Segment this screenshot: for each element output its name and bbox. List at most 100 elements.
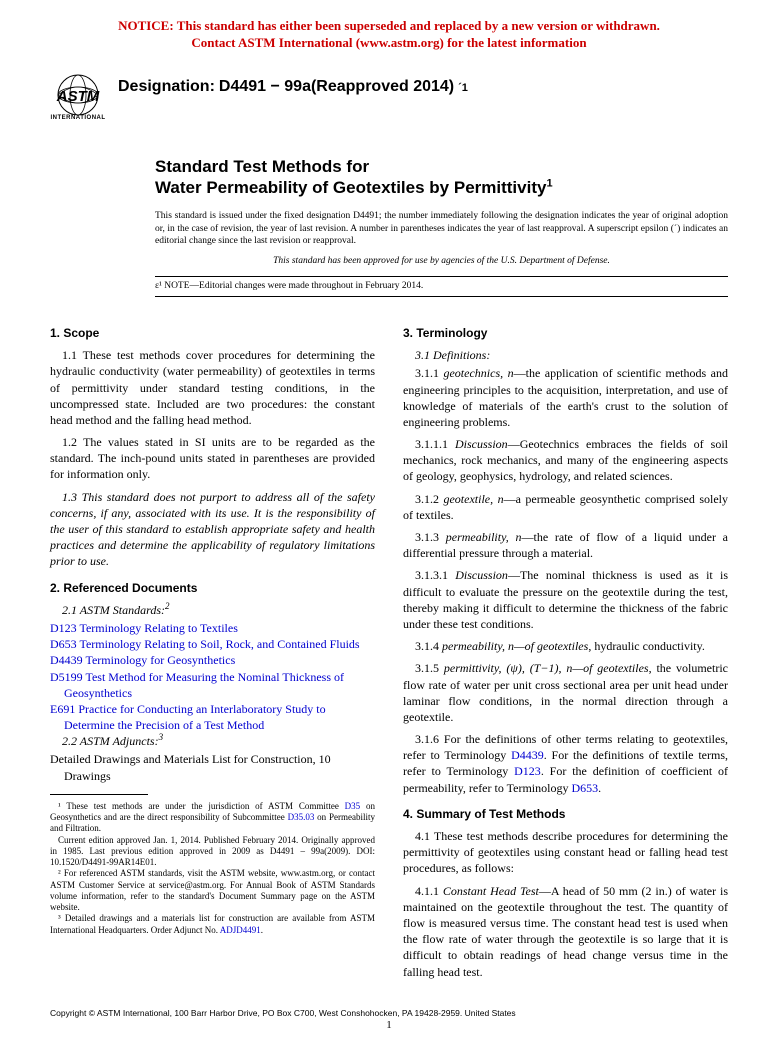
scope-1-2: 1.2 The values stated in SI units are to…: [50, 434, 375, 483]
title-block: Standard Test Methods for Water Permeabi…: [155, 156, 728, 297]
t2-term: geotextile, n: [443, 492, 503, 506]
body-columns: 1. Scope 1.1 These test methods cover pr…: [50, 315, 728, 986]
t3d-term: Discussion: [455, 568, 508, 582]
document-header: ASTM INTERNATIONAL Designation: D4491 − …: [50, 70, 728, 126]
link-d123[interactable]: D123: [50, 621, 77, 635]
astm-standards-subhead: 2.1 ASTM Standards:2: [50, 602, 375, 618]
footnote-1: ¹ These test methods are under the juris…: [50, 801, 375, 835]
left-column: 1. Scope 1.1 These test methods cover pr…: [50, 315, 375, 986]
summary-heading: 4. Summary of Test Methods: [403, 806, 728, 822]
t4-num: 3.1.4: [415, 639, 442, 653]
term-crossrefs: 3.1.6 For the definitions of other terms…: [403, 731, 728, 796]
term-permittivity: 3.1.5 permittivity, (ψ), (T−1), n—of geo…: [403, 660, 728, 725]
t1-dash: —: [514, 366, 526, 380]
f3-b: .: [261, 925, 263, 935]
designation-label: Designation:: [118, 76, 215, 98]
sub2-2-num: 2.2: [62, 734, 80, 748]
ref-d5199: D5199 Test Method for Measuring the Nomi…: [50, 669, 375, 701]
definitions-subhead: 3.1 Definitions:: [403, 347, 728, 363]
s4-dash: —: [539, 884, 551, 898]
notice-line1: NOTICE: This standard has either been su…: [118, 18, 660, 33]
scope-1-3: 1.3 This standard does not purport to ad…: [50, 489, 375, 570]
link-d5199[interactable]: D5199: [50, 670, 83, 684]
scope-1-1: 1.1 These test methods cover procedures …: [50, 347, 375, 428]
t1-num: 3.1.1: [415, 366, 443, 380]
ref-d5199-title[interactable]: Test Method for Measuring the Nominal Th…: [64, 670, 344, 700]
t6-d: .: [598, 781, 601, 795]
astm-logo-icon: ASTM: [53, 74, 103, 116]
def-num: 3.1: [415, 348, 433, 362]
summary-4-1: 4.1 These test methods describe procedur…: [403, 828, 728, 877]
f3-a: ³ Detailed drawings and a materials list…: [50, 913, 375, 934]
issuance-note: This standard is issued under the fixed …: [155, 210, 728, 247]
t1d-dash: —: [508, 437, 520, 451]
t4-body: , hydraulic conductivity.: [588, 639, 705, 653]
link-d4439[interactable]: D4439: [50, 653, 83, 667]
title-line2: Water Permeability of Geotextiles by Per…: [155, 178, 546, 197]
term-geotechnics: 3.1.1 geotechnics, n—the application of …: [403, 365, 728, 430]
sub2-1-label: ASTM Standards:: [80, 603, 165, 617]
t2-dash: —: [504, 492, 516, 506]
f2-i: Annual Book of ASTM Standards: [246, 880, 375, 890]
ref-d123: D123 Terminology Relating to Textiles: [50, 620, 375, 636]
document-title: Standard Test Methods for Water Permeabi…: [155, 156, 728, 199]
title-line1: Standard Test Methods for: [155, 157, 369, 176]
logo-subtext: INTERNATIONAL: [50, 114, 105, 122]
link-e691[interactable]: E691: [50, 702, 75, 716]
s4-num: 4.1.1: [415, 884, 443, 898]
summary-4-1-1: 4.1.1 Constant Head Test—A head of 50 mm…: [403, 883, 728, 980]
f1-a: ¹ These test methods are under the juris…: [58, 801, 345, 811]
refdocs-heading: 2. Referenced Documents: [50, 580, 375, 596]
supersession-notice: NOTICE: This standard has either been su…: [50, 18, 728, 52]
right-column: 3. Terminology 3.1 Definitions: 3.1.1 ge…: [403, 315, 728, 986]
ref-d653: D653 Terminology Relating to Soil, Rock,…: [50, 636, 375, 652]
ref-d653-title[interactable]: Terminology Relating to Soil, Rock, and …: [77, 637, 360, 651]
f2-b: volume information, refer to the standar…: [50, 891, 375, 912]
t3d-num: 3.1.3.1: [415, 568, 455, 582]
t1d-term: Discussion: [455, 437, 508, 451]
link-d123-2[interactable]: D123: [514, 764, 541, 778]
t1-term: geotechnics, n: [443, 366, 513, 380]
designation-line: Designation: D4491 − 99a(Reapproved 2014…: [118, 76, 468, 98]
term-permeability: 3.1.3 permeability, n—the rate of flow o…: [403, 529, 728, 561]
t3d-dash: —: [508, 568, 520, 582]
ref-d4439-title[interactable]: Terminology for Geosynthetics: [83, 653, 236, 667]
ref-e691-title[interactable]: Practice for Conducting an Interlaborato…: [64, 702, 326, 732]
sub2-2-sup: 3: [159, 732, 164, 742]
def-label: Definitions:: [433, 348, 490, 362]
svg-text:ASTM: ASTM: [56, 88, 100, 105]
t2-num: 3.1.2: [415, 492, 443, 506]
term-permeability-discussion: 3.1.3.1 Discussion—The nominal thickness…: [403, 567, 728, 632]
t1d-num: 3.1.1.1: [415, 437, 455, 451]
sub2-1-num: 2.1: [62, 603, 80, 617]
t3-num: 3.1.3: [415, 530, 446, 544]
ref-d123-title[interactable]: Terminology Relating to Textiles: [77, 621, 238, 635]
t3-term: permeability, n: [446, 530, 522, 544]
editorial-note: ε¹ NOTE—Editorial changes were made thro…: [155, 276, 728, 297]
link-d3503[interactable]: D35.03: [288, 812, 315, 822]
link-d653[interactable]: D653: [50, 637, 77, 651]
term-permeability-geotextiles: 3.1.4 permeability, n—of geotextiles, hy…: [403, 638, 728, 654]
t5-num: 3.1.5: [415, 661, 444, 675]
s4-term: Constant Head Test: [443, 884, 539, 898]
title-footnote-ref: 1: [546, 177, 552, 189]
footnote-3: ³ Detailed drawings and a materials list…: [50, 913, 375, 936]
link-adjd4491[interactable]: ADJD4491: [220, 925, 261, 935]
sub2-1-sup: 2: [165, 601, 170, 611]
t4-term: permeability, n—of geotextiles: [442, 639, 588, 653]
footnote-rule: [50, 794, 148, 795]
t3-dash: —: [521, 530, 533, 544]
adjunct-item: Detailed Drawings and Materials List for…: [50, 751, 375, 783]
page-number: 1: [0, 1018, 778, 1033]
ref-d4439: D4439 Terminology for Geosynthetics: [50, 652, 375, 668]
link-d35[interactable]: D35: [345, 801, 361, 811]
notice-line2: Contact ASTM International (www.astm.org…: [191, 35, 586, 50]
designation-code: D4491 − 99a(Reapproved 2014): [219, 76, 454, 98]
footnote-1b: Current edition approved Jan. 1, 2014. P…: [50, 835, 375, 869]
link-d4439-2[interactable]: D4439: [511, 748, 544, 762]
terminology-heading: 3. Terminology: [403, 325, 728, 341]
link-d653-2[interactable]: D653: [571, 781, 598, 795]
dod-approval: This standard has been approved for use …: [155, 255, 728, 268]
astm-adjuncts-subhead: 2.2 ASTM Adjuncts:3: [50, 733, 375, 749]
t5-term: permittivity, (ψ), (T−1), n—of geotextil…: [444, 661, 649, 675]
